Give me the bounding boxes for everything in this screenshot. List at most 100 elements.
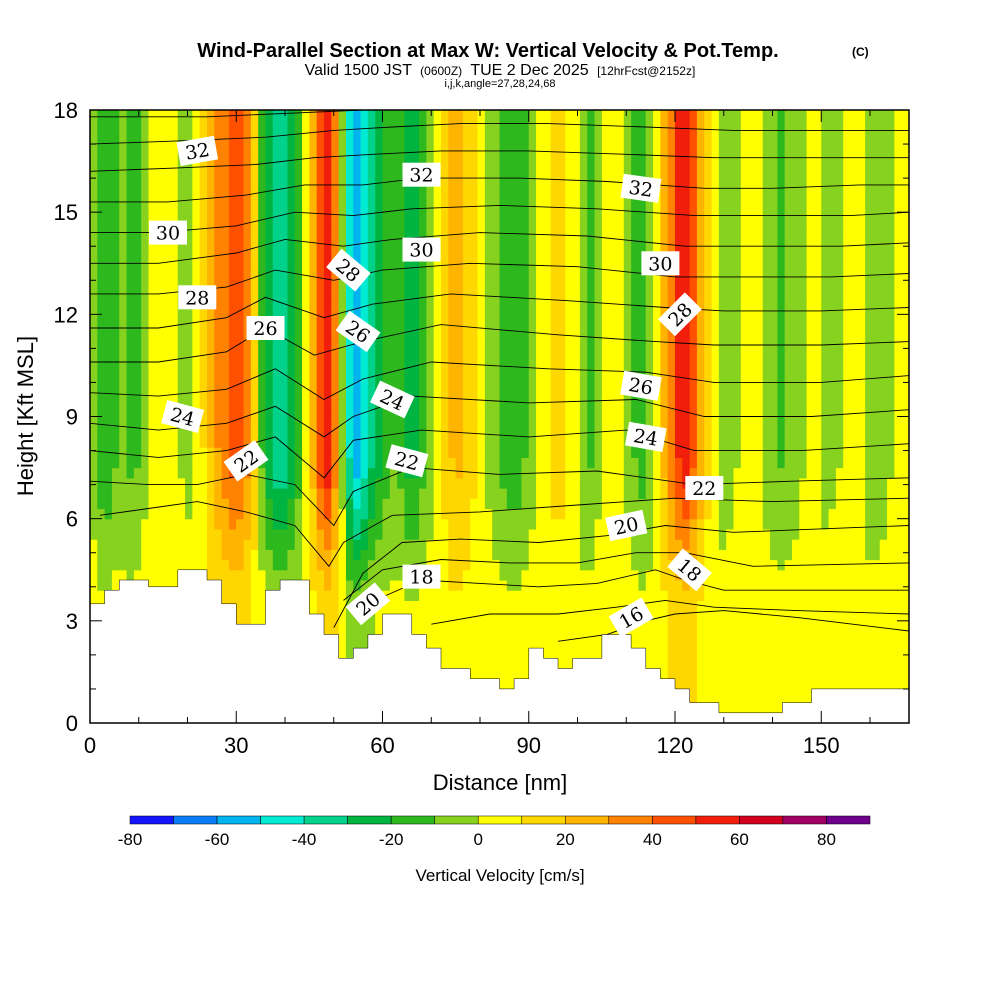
velocity-cell: [601, 304, 610, 315]
velocity-cell: [199, 212, 208, 223]
velocity-cell: [411, 539, 420, 550]
velocity-cell: [389, 416, 398, 428]
velocity-cell: [287, 293, 296, 305]
velocity-cell: [104, 171, 113, 183]
velocity-cell: [682, 232, 691, 244]
velocity-cell: [258, 610, 267, 622]
velocity-cell: [214, 314, 223, 326]
velocity-cell: [309, 253, 318, 264]
velocity-cell: [382, 467, 391, 479]
velocity-cell: [419, 273, 427, 285]
velocity-cell: [338, 518, 347, 530]
velocity-cell: [228, 273, 237, 285]
velocity-cell: [302, 426, 310, 438]
velocity-cell: [133, 539, 142, 550]
velocity-cell: [528, 253, 537, 264]
velocity-cell: [477, 334, 486, 346]
velocity-cell: [294, 150, 303, 162]
velocity-cell: [360, 641, 369, 653]
velocity-cell: [360, 283, 369, 295]
velocity-cell: [623, 549, 632, 561]
velocity-cell: [667, 579, 676, 591]
velocity-cell: [419, 212, 427, 223]
velocity-cell: [133, 498, 142, 510]
velocity-cell: [375, 569, 384, 581]
velocity-cell: [228, 436, 237, 448]
velocity-cell: [397, 140, 406, 152]
velocity-cell: [148, 528, 157, 540]
velocity-cell: [419, 385, 427, 397]
velocity-cell: [353, 344, 362, 356]
velocity-cell: [287, 426, 296, 438]
velocity-cell: [521, 467, 530, 479]
velocity-cell: [133, 314, 142, 326]
velocity-cell: [609, 304, 618, 315]
velocity-cell: [682, 671, 691, 683]
velocity-cell: [258, 396, 267, 407]
velocity-cell: [324, 518, 332, 530]
velocity-cell: [192, 130, 201, 142]
velocity-cell: [345, 528, 354, 540]
velocity-cell: [104, 201, 113, 213]
velocity-cell: [616, 365, 625, 377]
velocity-cell: [492, 396, 501, 407]
velocity-cell: [389, 191, 398, 203]
velocity-cell: [572, 457, 581, 469]
velocity-cell: [616, 140, 625, 152]
velocity-cell: [163, 201, 172, 213]
velocity-cell: [682, 457, 691, 469]
velocity-cell: [477, 161, 486, 172]
velocity-cell: [609, 559, 618, 571]
velocity-cell: [521, 579, 530, 591]
velocity-cell: [594, 324, 603, 336]
velocity-cell: [645, 273, 654, 285]
velocity-cell: [623, 242, 632, 254]
velocity-cell: [536, 181, 544, 193]
velocity-cell: [558, 406, 566, 418]
velocity-cell: [689, 140, 698, 152]
velocity-cell: [528, 304, 537, 315]
velocity-cell: [111, 528, 120, 540]
velocity-cell: [199, 488, 208, 499]
velocity-cell: [258, 600, 267, 612]
velocity-cell: [470, 324, 479, 336]
velocity-cell: [521, 242, 530, 254]
velocity-cell: [119, 457, 128, 469]
velocity-cell: [462, 385, 471, 397]
velocity-cell: [126, 120, 135, 132]
velocity-cell: [426, 457, 435, 469]
velocity-cell: [338, 620, 347, 632]
velocity-cell: [470, 569, 479, 581]
velocity-cell: [572, 171, 581, 183]
velocity-cell: [97, 314, 106, 326]
velocity-cell: [536, 232, 544, 244]
velocity-cell: [492, 232, 501, 244]
velocity-cell: [550, 631, 559, 642]
velocity-cell: [645, 232, 654, 244]
velocity-cell: [682, 518, 691, 530]
velocity-cell: [250, 396, 259, 407]
velocity-cell: [477, 140, 486, 152]
velocity-cell: [660, 161, 669, 172]
velocity-cell: [433, 293, 442, 305]
velocity-cell: [675, 631, 683, 642]
velocity-cell: [631, 253, 640, 264]
velocity-cell: [331, 355, 340, 367]
velocity-cell: [572, 385, 581, 397]
velocity-cell: [448, 396, 457, 407]
velocity-cell: [389, 171, 398, 183]
velocity-cell: [287, 150, 296, 162]
velocity-cell: [126, 140, 135, 152]
velocity-cell: [528, 232, 537, 244]
velocity-cell: [572, 488, 581, 499]
velocity-cell: [470, 631, 479, 642]
velocity-cell: [675, 508, 683, 520]
velocity-cell: [441, 426, 449, 438]
velocity-cell: [594, 273, 603, 285]
velocity-cell: [462, 365, 471, 377]
velocity-cell: [492, 181, 501, 193]
velocity-cell: [90, 344, 98, 356]
velocity-cell: [353, 242, 362, 254]
velocity-cell: [667, 426, 676, 438]
velocity-cell: [375, 171, 384, 183]
